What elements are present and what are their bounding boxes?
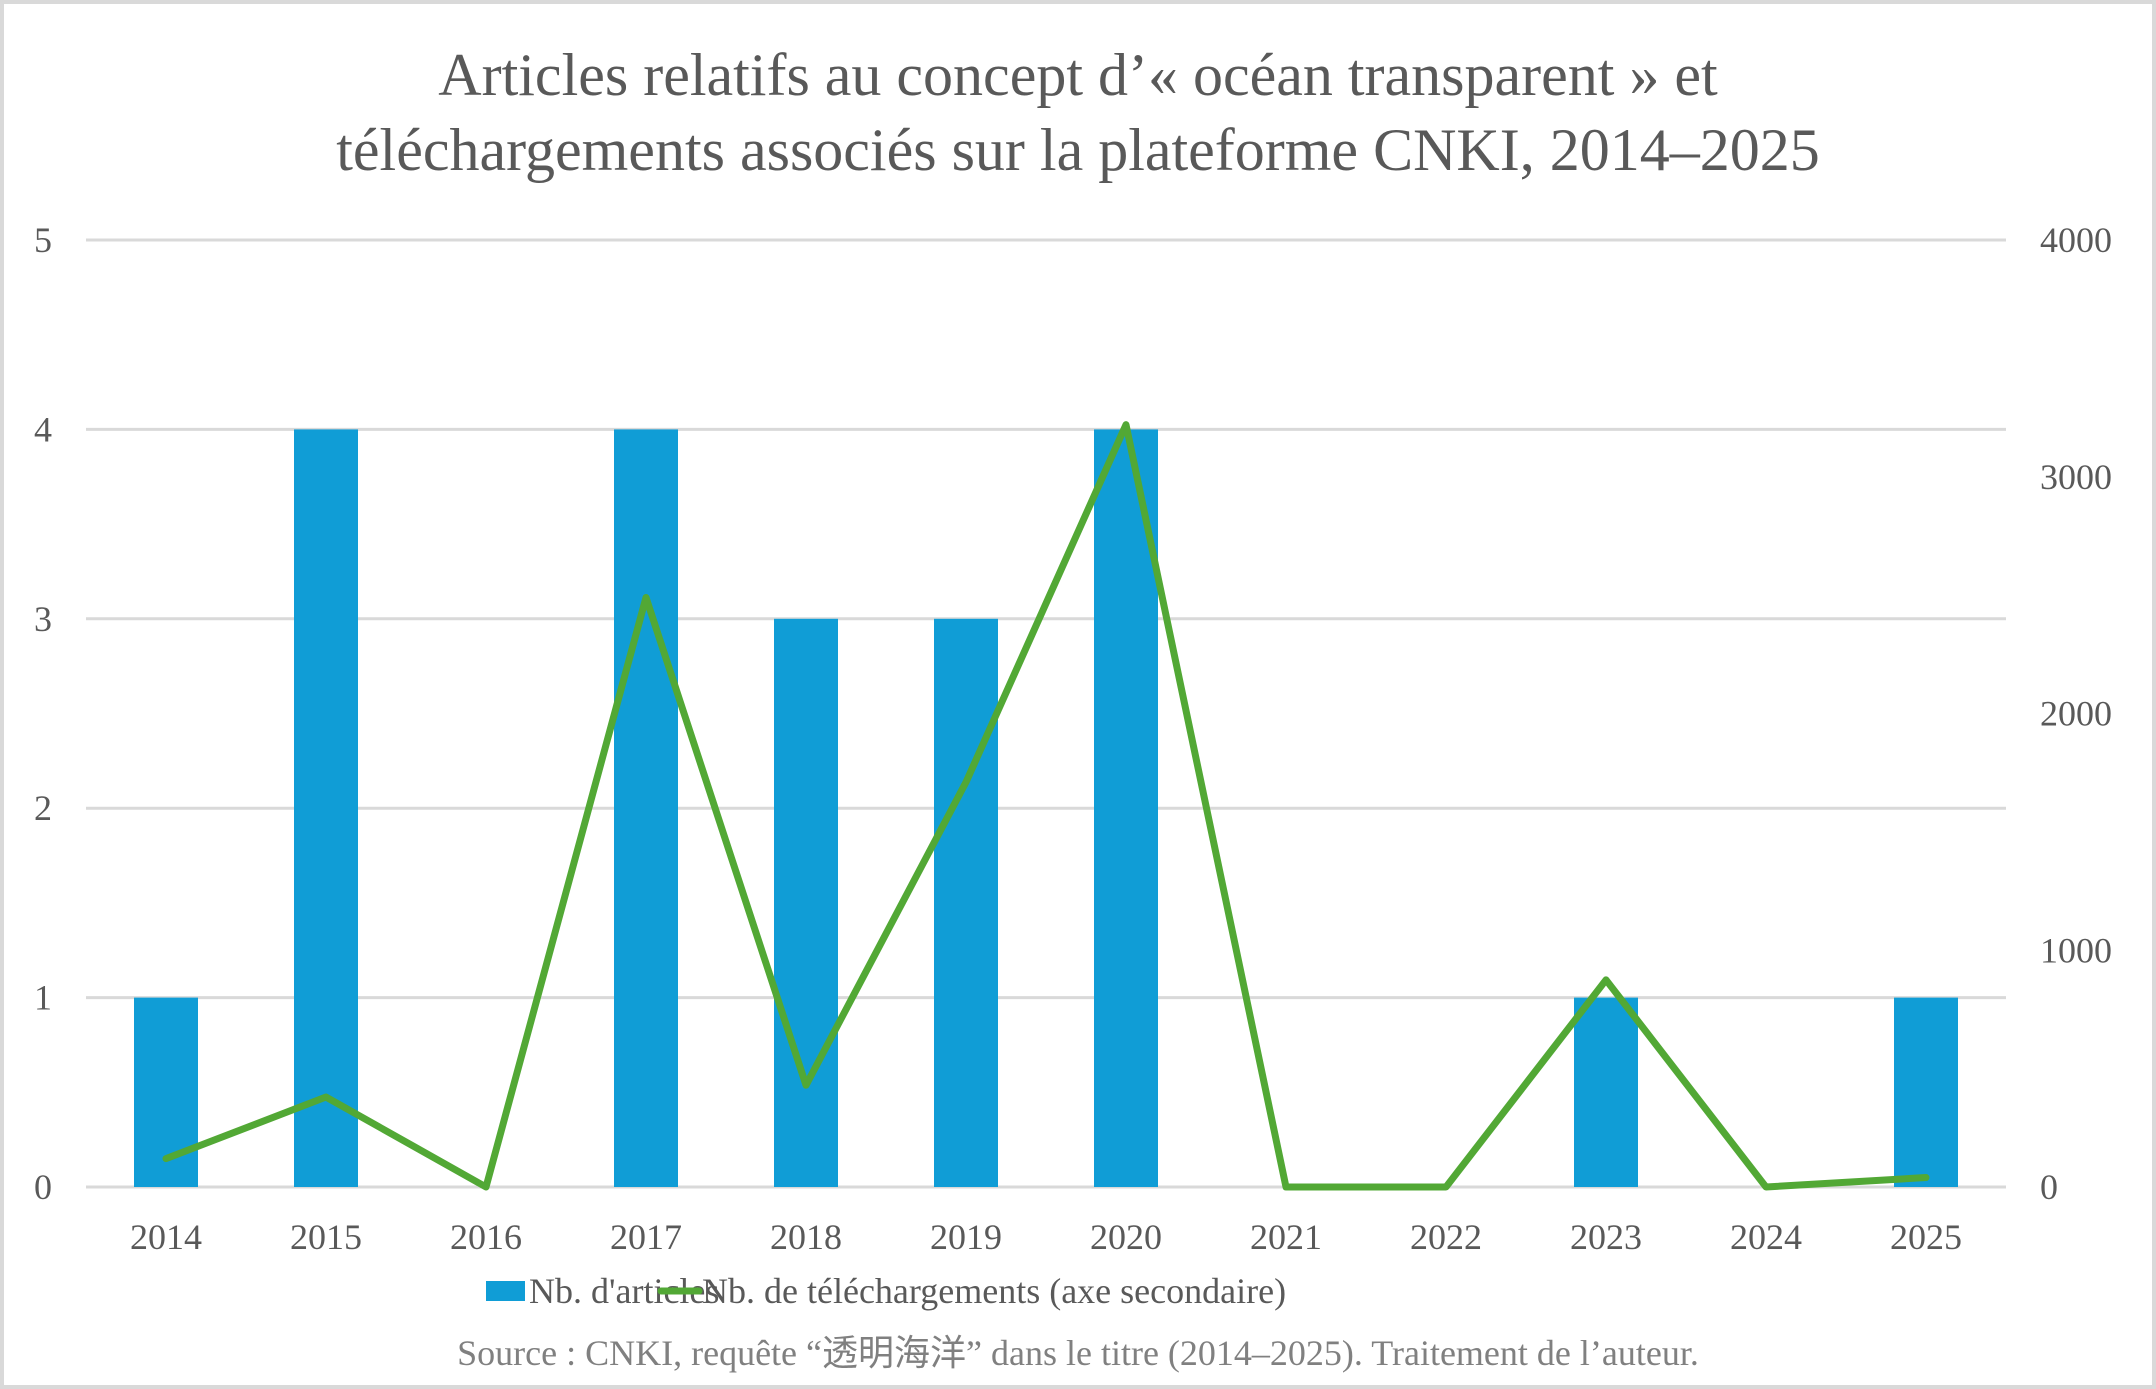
y2-tick-label: 2000 xyxy=(2040,694,2112,734)
legend: Nb. d'articles Nb. de téléchargements (a… xyxy=(486,1271,1286,1311)
x-tick-label: 2020 xyxy=(1090,1217,1162,1257)
bar-2023 xyxy=(1574,997,1638,1187)
chart-title-line-1: Articles relatifs au concept d’« océan t… xyxy=(438,42,1718,108)
bar-2015 xyxy=(294,429,358,1187)
x-tick-label: 2024 xyxy=(1730,1217,1802,1257)
y-tick-label: 2 xyxy=(34,788,52,828)
legend-swatch-articles xyxy=(486,1281,525,1301)
y-tick-label: 1 xyxy=(34,978,52,1018)
downloads-line xyxy=(162,421,1930,1191)
x-tick-label: 2022 xyxy=(1410,1217,1482,1257)
x-tick-label: 2016 xyxy=(450,1217,522,1257)
x-tick-label: 2025 xyxy=(1890,1217,1962,1257)
bar-2017 xyxy=(614,429,678,1187)
chart-title-line-2: téléchargements associés sur la platefor… xyxy=(336,117,1820,183)
bar-2019 xyxy=(934,618,998,1187)
x-tick-label: 2017 xyxy=(610,1217,682,1257)
y2-tick-label: 0 xyxy=(2040,1167,2058,1207)
y-tick-label: 4 xyxy=(34,409,52,449)
bar-2020 xyxy=(1094,429,1158,1187)
y-axis-primary: 0 1 2 3 4 5 xyxy=(34,220,52,1207)
bar-series-articles xyxy=(134,429,1958,1187)
y-tick-label: 0 xyxy=(34,1167,52,1207)
x-tick-label: 2021 xyxy=(1250,1217,1322,1257)
y-tick-label: 5 xyxy=(34,220,52,260)
chart-title: Articles relatifs au concept d’« océan t… xyxy=(0,38,2156,188)
x-tick-label: 2018 xyxy=(770,1217,842,1257)
y-axis-secondary: 0 1000 2000 3000 4000 xyxy=(2040,220,2112,1207)
x-axis: 2014 2015 2016 2017 2018 2019 2020 2021 2022 2023… xyxy=(130,1217,1962,1257)
y-tick-label: 3 xyxy=(34,599,52,639)
x-tick-label: 2014 xyxy=(130,1217,202,1257)
x-tick-label: 2015 xyxy=(290,1217,362,1257)
y2-tick-label: 1000 xyxy=(2040,930,2112,970)
y2-tick-label: 3000 xyxy=(2040,457,2112,497)
x-tick-label: 2023 xyxy=(1570,1217,1642,1257)
gridlines xyxy=(86,238,2006,1189)
line-series-downloads xyxy=(162,421,1930,1191)
legend-label-downloads: Nb. de téléchargements (axe secondaire) xyxy=(702,1271,1286,1311)
source-note: Source : CNKI, requête “透明海洋” dans le ti… xyxy=(457,1333,1699,1373)
bar-2025 xyxy=(1894,997,1958,1187)
bar-2018 xyxy=(774,618,838,1187)
x-tick-label: 2019 xyxy=(930,1217,1002,1257)
y2-tick-label: 4000 xyxy=(2040,220,2112,260)
